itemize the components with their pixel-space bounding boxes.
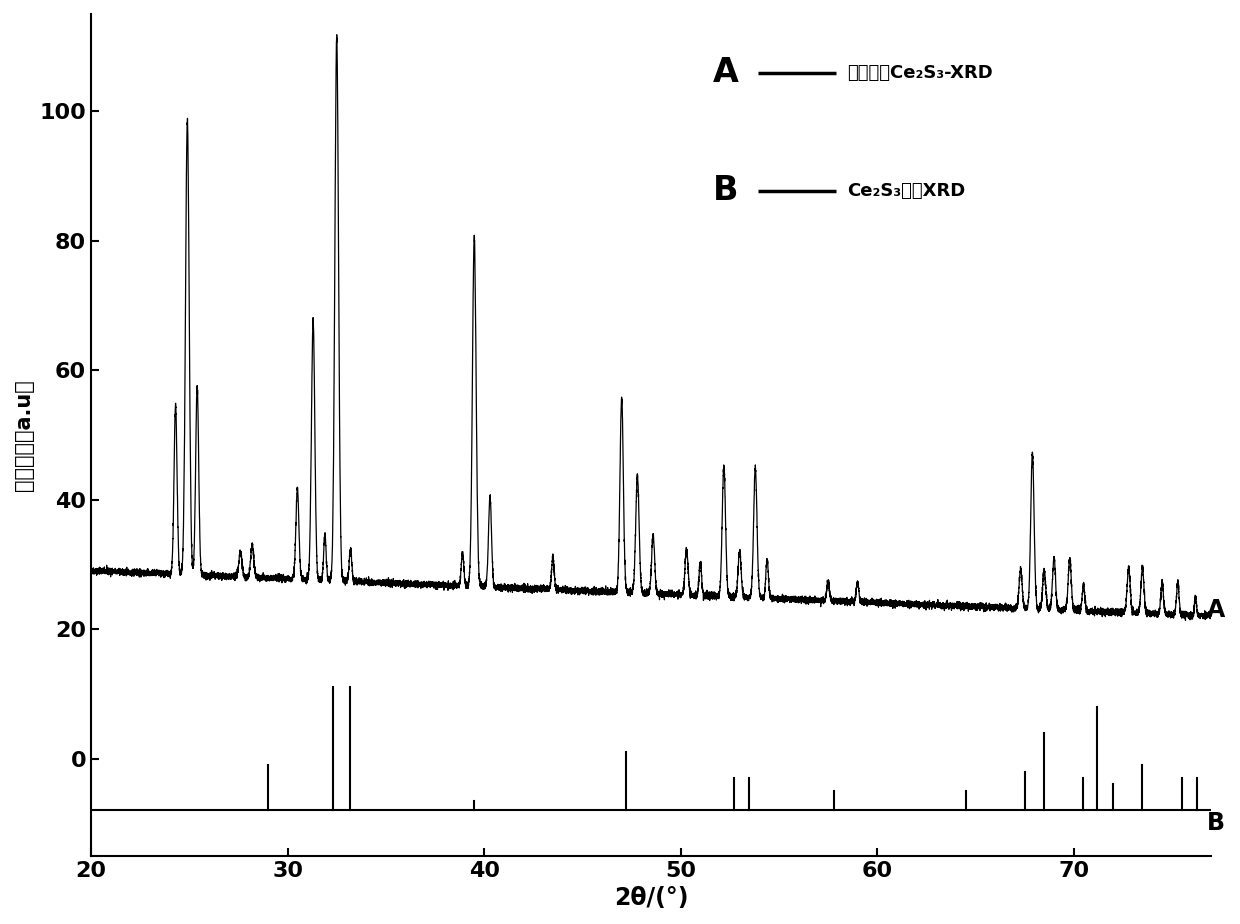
Text: A: A <box>1208 598 1225 622</box>
Text: Ce₂S₃标准XRD: Ce₂S₃标准XRD <box>847 182 966 200</box>
Y-axis label: 衍射强度（a.u）: 衍射强度（a.u） <box>14 379 33 491</box>
Text: B: B <box>713 174 738 207</box>
Text: A: A <box>713 56 739 90</box>
X-axis label: 2θ/(°): 2θ/(°) <box>614 886 688 910</box>
Text: B: B <box>1208 811 1225 835</box>
Text: 处理后的Ce₂S₃-XRD: 处理后的Ce₂S₃-XRD <box>847 64 993 82</box>
